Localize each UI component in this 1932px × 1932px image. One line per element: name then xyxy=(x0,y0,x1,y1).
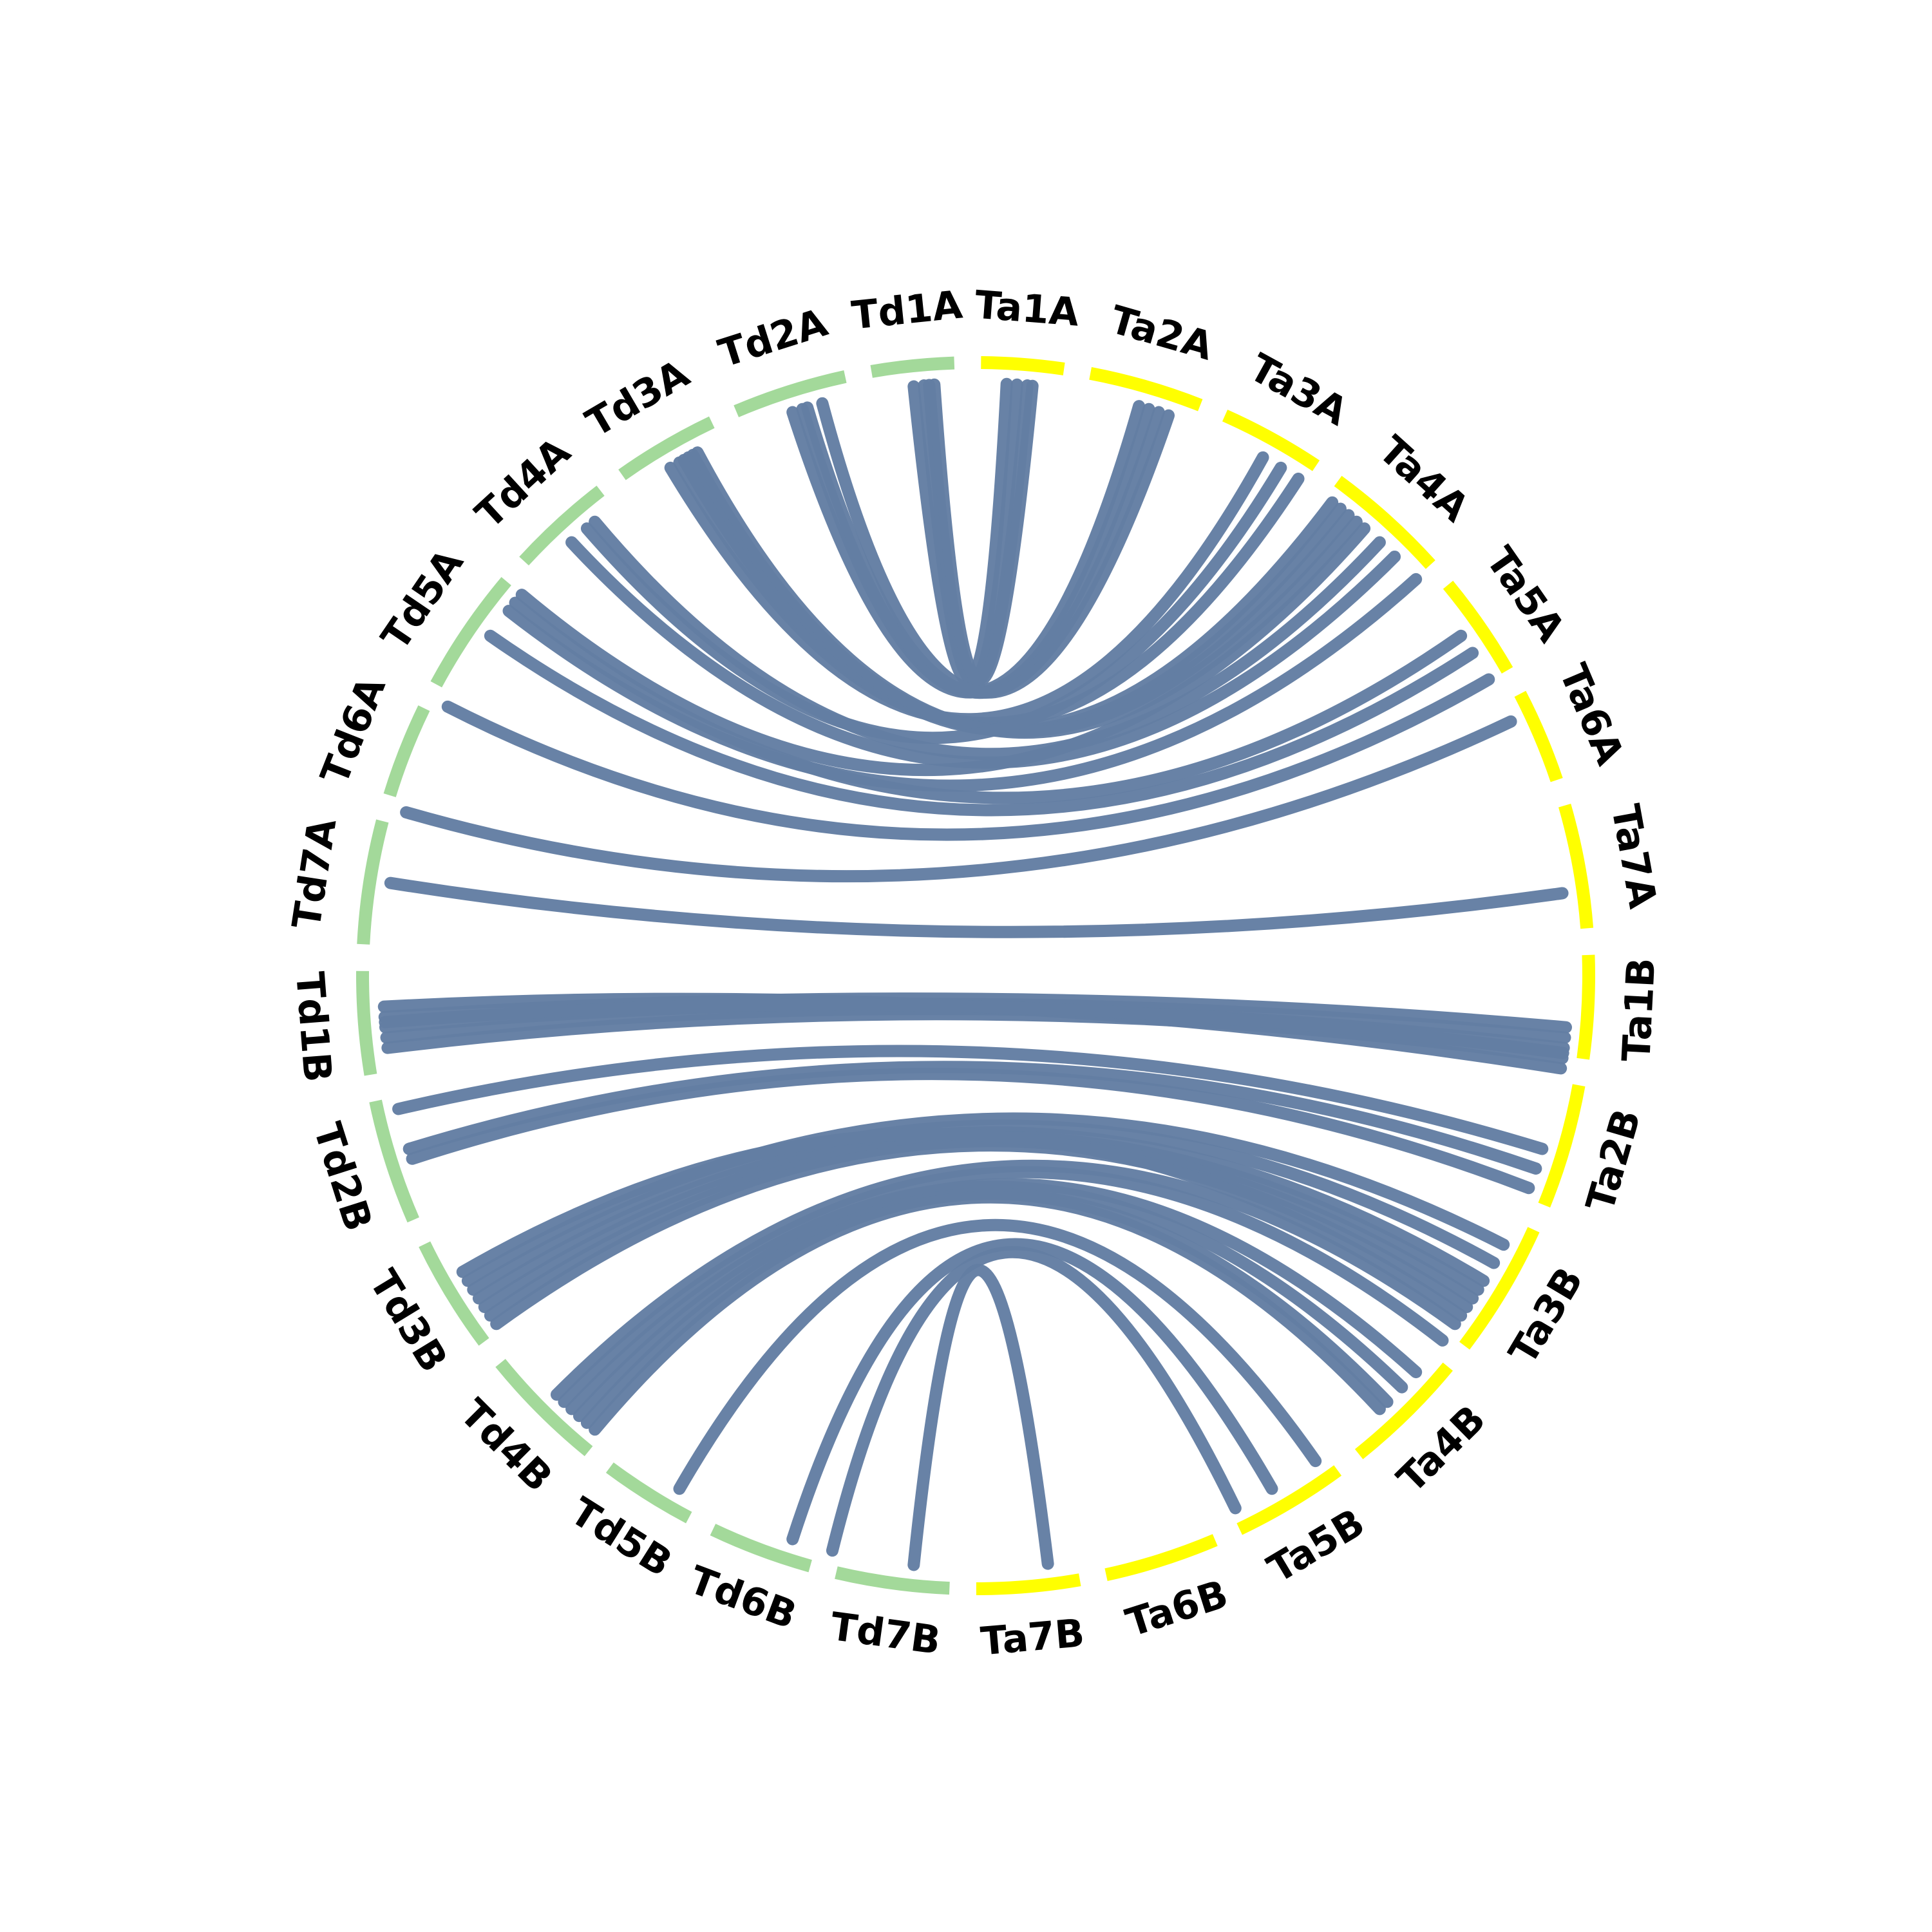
segment xyxy=(1558,804,1594,929)
link xyxy=(456,1128,1468,1322)
link xyxy=(558,1166,1449,1408)
segment xyxy=(710,1524,812,1573)
segment xyxy=(383,705,430,797)
segment-label: Ta6A xyxy=(1550,658,1633,772)
segment-label: Ta2A xyxy=(1105,297,1218,369)
segment xyxy=(1514,690,1563,782)
link xyxy=(565,1180,1408,1416)
segment xyxy=(369,1099,419,1223)
segment-label: Td7A xyxy=(284,815,346,932)
segment-label: Td1B xyxy=(287,971,340,1084)
link xyxy=(461,1112,1510,1287)
link xyxy=(509,596,1468,804)
link xyxy=(467,1119,1501,1296)
segment-label: Td1A xyxy=(849,282,965,338)
segment xyxy=(734,370,847,417)
link xyxy=(907,1264,1054,1571)
link xyxy=(406,1068,1535,1195)
segment-label: Td7B xyxy=(828,1604,943,1664)
segment-label: Ta7A xyxy=(1602,801,1665,912)
link xyxy=(379,998,1569,1059)
segment xyxy=(981,356,1065,375)
segment xyxy=(835,1566,950,1595)
link xyxy=(580,461,1287,744)
link xyxy=(400,715,1517,883)
segment xyxy=(1459,1227,1540,1350)
segment xyxy=(356,971,377,1076)
segment-label: Ta3A xyxy=(1242,345,1355,435)
segment xyxy=(1577,954,1595,1060)
link xyxy=(490,1139,1473,1331)
link xyxy=(515,522,1371,777)
link xyxy=(826,1245,1242,1557)
segment-label: Td6B xyxy=(683,1557,802,1638)
link xyxy=(928,378,1039,687)
link xyxy=(673,1218,1322,1495)
segment xyxy=(357,819,389,945)
segment xyxy=(1538,1084,1586,1208)
segment xyxy=(605,1462,692,1524)
segment xyxy=(495,1359,593,1457)
segment-label: Ta7B xyxy=(979,1611,1086,1665)
segment-label: Ta2B xyxy=(1578,1104,1650,1217)
segment xyxy=(870,356,955,378)
link xyxy=(384,876,1569,938)
segment xyxy=(976,1573,1081,1595)
segment xyxy=(1222,410,1320,471)
segment-label: Ta6B xyxy=(1121,1571,1233,1646)
segment-label: Ta1B xyxy=(1614,957,1664,1063)
segment xyxy=(519,486,605,566)
link xyxy=(589,1191,1386,1436)
segment xyxy=(1104,1534,1218,1581)
segment xyxy=(1354,1362,1453,1459)
segment xyxy=(1443,580,1513,674)
link xyxy=(402,1061,1542,1175)
link xyxy=(589,515,1386,761)
segment xyxy=(419,1241,489,1346)
link xyxy=(502,573,1423,792)
segment-label: Td2B xyxy=(305,1117,381,1236)
link xyxy=(786,1238,1278,1546)
link xyxy=(816,397,1175,699)
segment-label: Ta1A xyxy=(973,283,1081,336)
segment xyxy=(618,416,715,480)
segment xyxy=(430,577,511,688)
link xyxy=(441,673,1495,841)
segment xyxy=(1334,475,1435,569)
link xyxy=(484,629,1479,817)
segment-label: Td6A xyxy=(312,670,395,790)
link xyxy=(392,1045,1549,1155)
segment xyxy=(1236,1465,1342,1535)
segment-label: Td2A xyxy=(714,300,833,377)
segment xyxy=(1089,366,1203,412)
